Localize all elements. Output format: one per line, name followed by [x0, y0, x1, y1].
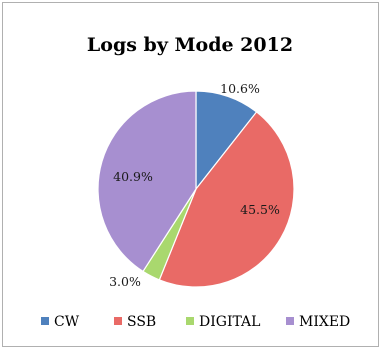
pie-slices [97, 90, 295, 288]
data-label-ssb: 45.5% [240, 202, 280, 217]
legend-label-ssb: SSB [127, 314, 156, 330]
data-label-cw: 10.6% [220, 81, 260, 96]
pie-slice-mixed [97, 90, 197, 273]
chart-legend: CW SSB DIGITAL MIXED [41, 314, 350, 330]
data-label-mixed: 40.9% [113, 169, 153, 184]
data-label-digital: 3.0% [109, 274, 141, 289]
legend-label-cw: CW [54, 314, 80, 330]
legend-swatch-cw [41, 317, 49, 325]
pie-slice-ssb [158, 111, 295, 288]
legend-label-mixed: MIXED [299, 314, 350, 330]
legend-swatch-mixed [286, 317, 294, 325]
legend-swatch-ssb [114, 317, 122, 325]
legend-swatch-digital [186, 317, 194, 325]
data-labels: 10.6% 45.5% 3.0% 40.9% [109, 81, 280, 289]
chart-title: Logs by Mode 2012 [87, 34, 293, 56]
legend-label-digital: DIGITAL [199, 314, 260, 330]
